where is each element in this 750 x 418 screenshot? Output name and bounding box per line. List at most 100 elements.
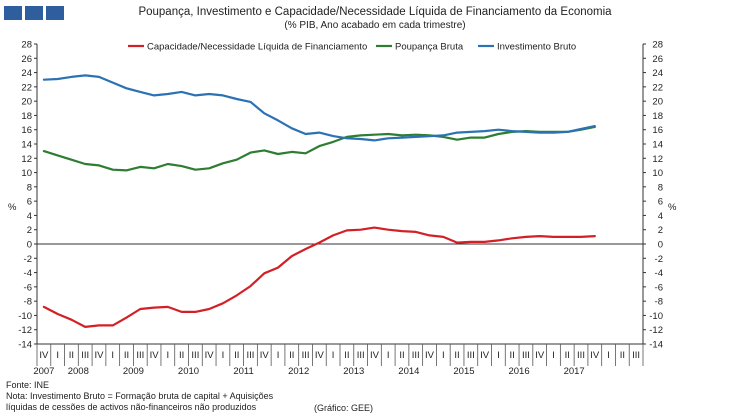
logo-block-3 (46, 6, 64, 20)
y-tick-label-left: 6 (27, 197, 32, 208)
x-year-label: 2015 (453, 366, 474, 377)
y-tick-label-right: 8 (658, 182, 663, 193)
x-quarter-label: III (136, 350, 144, 361)
x-axis: IV I II III IV I II III IV I II III IV I II III IV I II III… (33, 344, 644, 377)
x-quarter-label: III (522, 350, 530, 361)
y-tick-label-left: -10 (18, 311, 32, 322)
x-quarter-label: II (510, 350, 515, 361)
x-quarter-label: II (344, 350, 349, 361)
y-tick-label-left: 24 (21, 68, 32, 79)
y-tick-label-left: -6 (24, 282, 32, 293)
x-year-label: 2011 (233, 366, 253, 377)
legend-item-gross-saving-label: Poupança Bruta (395, 42, 464, 53)
chart-title: Poupança, Investimento e Capacidade/Nece… (138, 6, 612, 18)
net-lending-line (42, 226, 596, 328)
x-quarter-label: IV (425, 350, 435, 361)
x-year-label: 2016 (508, 366, 529, 377)
y-axis-left: -14-12-10-8-6-4-202468101214161820222426… (8, 40, 37, 351)
x-quarter-label: II (234, 350, 239, 361)
y-axis-right: -14-12-10-8-6-4-202468101214161820222426… (643, 40, 677, 351)
y-tick-label-right: -6 (655, 282, 663, 293)
y-tick-label-right: -12 (649, 325, 663, 336)
x-year-label: 2012 (288, 366, 309, 377)
x-quarter-label: II (399, 350, 404, 361)
y-axis-label-right: % (668, 202, 677, 213)
y-tick-label-left: 2 (27, 225, 32, 236)
y-tick-label-left: -4 (24, 268, 32, 279)
x-quarter-label: I (222, 350, 225, 361)
y-tick-label-right: 14 (652, 140, 663, 151)
x-quarter-label: IV (150, 350, 160, 361)
x-quarter-label: I (387, 350, 390, 361)
logo-block-1 (4, 6, 22, 20)
x-quarter-label: I (552, 350, 555, 361)
y-tick-label-left: 8 (27, 182, 32, 193)
gross-investment-line (42, 74, 596, 142)
x-quarter-label: IV (590, 350, 600, 361)
x-quarter-label: I (56, 350, 59, 361)
y-tick-label-right: 22 (652, 82, 663, 93)
series-lines (42, 74, 596, 328)
x-quarter-label: III (467, 350, 475, 361)
y-tick-label-left: 12 (21, 154, 32, 165)
gee-logo (4, 6, 64, 20)
y-tick-label-left: 16 (21, 125, 32, 136)
y-tick-label-right: 24 (652, 68, 663, 79)
x-quarter-label: I (111, 350, 114, 361)
x-quarter-label: II (124, 350, 129, 361)
x-quarter-label: IV (315, 350, 325, 361)
chart-subtitle: (% PIB, Ano acabado em cada trimestre) (284, 20, 466, 31)
y-tick-label-left: -2 (24, 254, 32, 265)
x-quarter-label: IV (94, 350, 104, 361)
y-tick-label-right: 16 (652, 125, 663, 136)
y-tick-label-left: -14 (18, 340, 32, 351)
x-quarter-label: IV (205, 350, 215, 361)
y-tick-label-right: -2 (655, 254, 663, 265)
x-quarter-label: III (191, 350, 199, 361)
x-quarter-label: I (167, 350, 170, 361)
y-tick-label-left: 18 (21, 111, 32, 122)
x-quarter-label: III (302, 350, 310, 361)
footer-note-line2: líquidas de cessões de activos não-finan… (6, 402, 257, 412)
y-tick-label-left: -12 (18, 325, 32, 336)
x-quarter-label: IV (260, 350, 270, 361)
y-tick-label-right: -14 (649, 340, 663, 351)
x-year-label: 2008 (68, 366, 89, 377)
y-tick-label-left: 26 (21, 54, 32, 65)
x-quarter-label: II (565, 350, 570, 361)
y-tick-label-right: 6 (658, 197, 663, 208)
x-year-label: 2009 (123, 366, 144, 377)
x-quarter-label: II (620, 350, 625, 361)
x-quarter-label: III (81, 350, 89, 361)
y-tick-label-right: 18 (652, 111, 663, 122)
chart-legend: Capacidade/Necessidade Líquida de Financ… (128, 42, 576, 53)
y-tick-label-right: 26 (652, 54, 663, 65)
footer-source: Fonte: INE (6, 380, 50, 390)
x-quarter-label: IV (535, 350, 545, 361)
x-quarter-label: II (454, 350, 459, 361)
x-quarter-label: IV (39, 350, 49, 361)
y-tick-label-left: 4 (27, 211, 32, 222)
y-tick-label-right: 2 (658, 225, 663, 236)
x-quarter-label: III (632, 350, 640, 361)
y-tick-label-right: 4 (658, 211, 663, 222)
x-quarter-label: I (607, 350, 610, 361)
y-tick-label-right: -8 (655, 297, 663, 308)
x-quarter-label: II (289, 350, 294, 361)
x-quarter-label: I (497, 350, 500, 361)
y-tick-label-left: 14 (21, 140, 32, 151)
logo-block-2 (25, 6, 43, 20)
legend-item-gross-investment-label: Investimento Bruto (497, 42, 576, 53)
y-tick-label-right: 12 (652, 154, 663, 165)
y-tick-label-right: 0 (658, 240, 663, 251)
x-quarter-label: III (247, 350, 255, 361)
y-tick-label-left: 0 (27, 240, 32, 251)
y-tick-label-right: 10 (652, 168, 663, 179)
x-quarter-label: IV (370, 350, 380, 361)
y-tick-label-left: 28 (21, 40, 32, 51)
y-tick-label-right: 20 (652, 97, 663, 108)
y-tick-label-left: -8 (24, 297, 32, 308)
x-year-label: 2013 (343, 366, 364, 377)
x-quarter-label: II (179, 350, 184, 361)
